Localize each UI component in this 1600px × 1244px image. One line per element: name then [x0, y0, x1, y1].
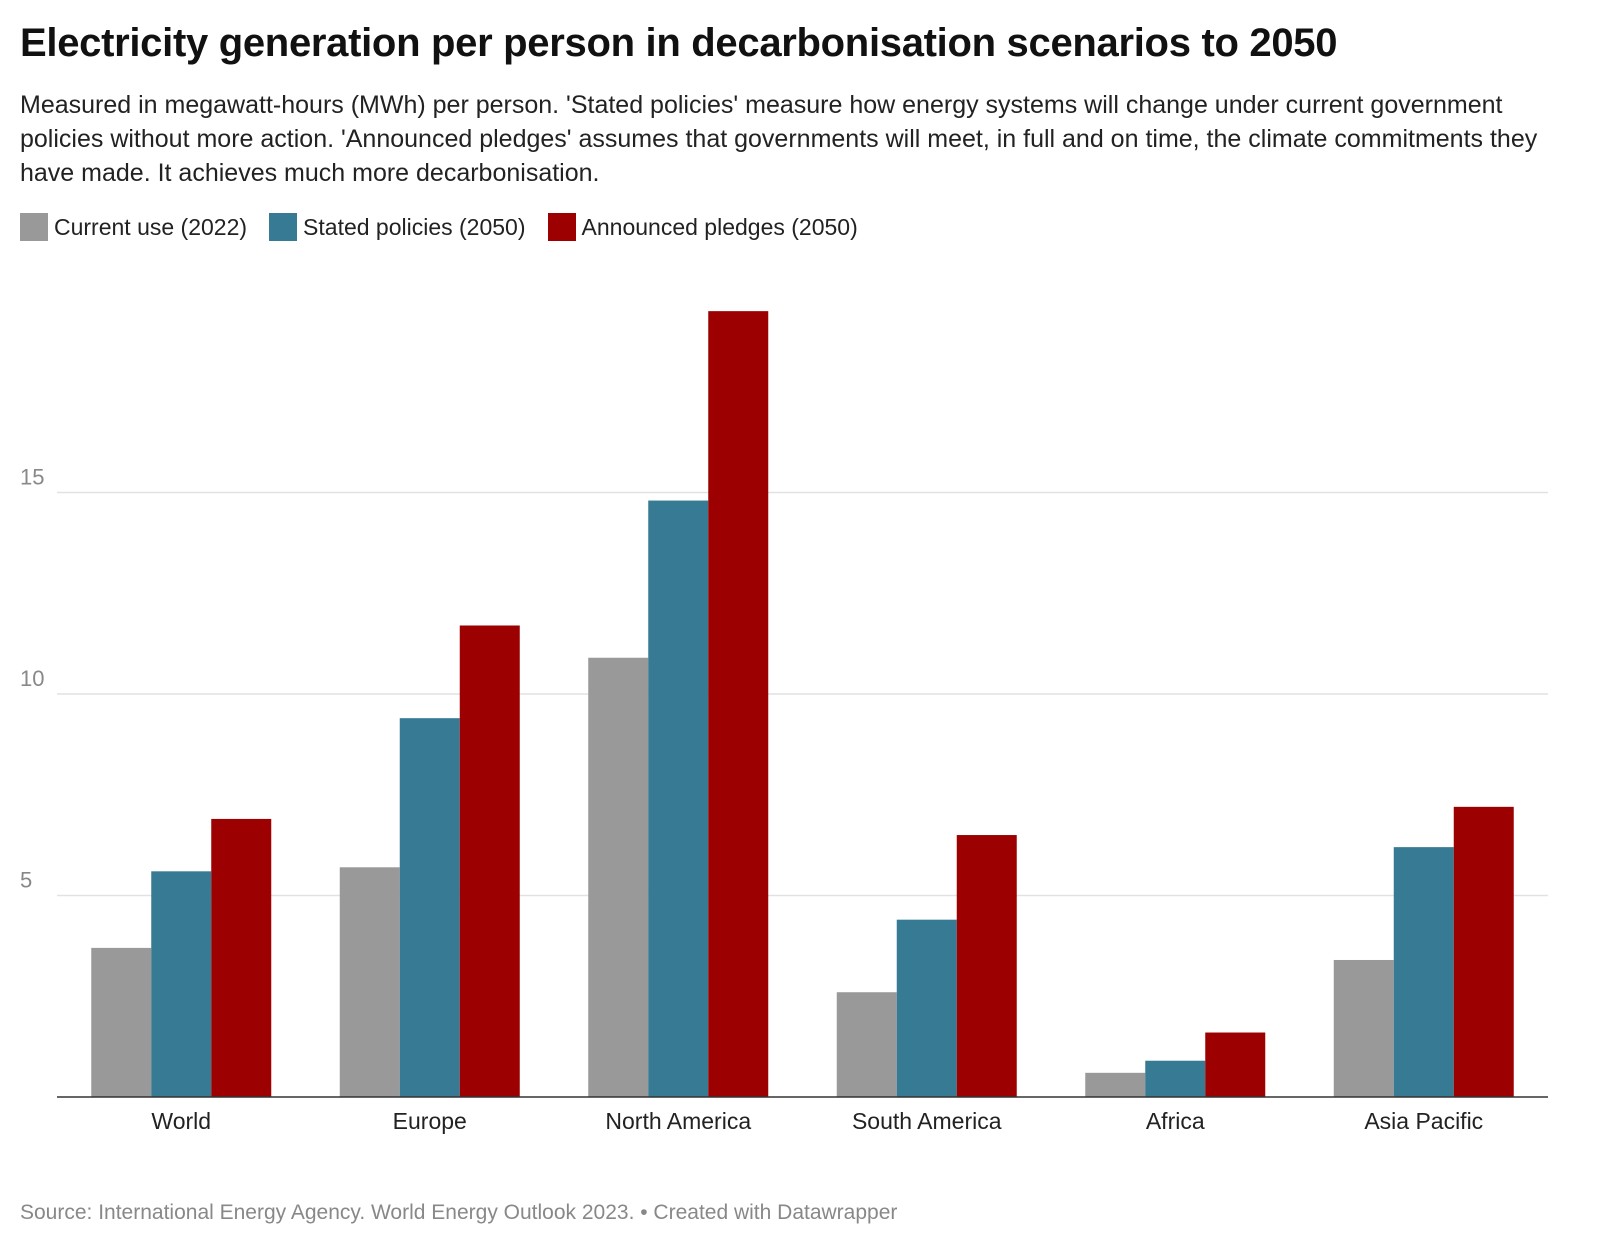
bar-world-current-use-2022	[91, 947, 152, 1097]
bar-asia-pacific-stated-policies-2050	[1393, 847, 1454, 1097]
legend-swatch-announced-pledges	[547, 213, 576, 241]
legend-item-announced-pledges: Announced pledges (2050)	[547, 213, 858, 241]
x-tick-label-south-america: South America	[852, 1108, 1002, 1134]
chart-title: Electricity generation per person in dec…	[20, 21, 1338, 65]
y-tick-label-15: 15	[20, 465, 44, 490]
x-axis: World Europe North America South America Afr…	[57, 1096, 1548, 1134]
bar-europe-current-use-2022	[339, 867, 400, 1097]
legend-swatch-stated-policies	[269, 213, 298, 241]
bar-africa-current-use-2022	[1085, 1072, 1146, 1097]
x-tick-label-asia-pacific: Asia Pacific	[1364, 1108, 1483, 1134]
bar-africa-announced-pledges-2050	[1205, 1032, 1266, 1097]
bar-europe-stated-policies-2050	[399, 718, 460, 1097]
bar-world-stated-policies-2050	[151, 871, 212, 1097]
y-tick-label-5: 5	[20, 868, 32, 893]
bar-world-announced-pledges-2050	[211, 818, 272, 1097]
x-tick-label-africa: Africa	[1146, 1108, 1205, 1134]
bar-north-america-current-use-2022	[588, 657, 649, 1097]
gridlines: 5 10 15	[20, 465, 1548, 897]
legend-label-current-use: Current use (2022)	[54, 213, 248, 240]
source-note: Source: International Energy Agency. Wor…	[20, 1201, 898, 1224]
bar-south-america-current-use-2022	[836, 992, 897, 1097]
legend-label-announced-pledges: Announced pledges (2050)	[581, 213, 858, 240]
legend-swatch-current-use	[20, 213, 48, 241]
bar-south-america-announced-pledges-2050	[956, 835, 1017, 1097]
bar-north-america-stated-policies-2050	[648, 500, 709, 1097]
chart-subtitle: Measured in megawatt-hours (MWh) per per…	[20, 91, 1538, 187]
x-tick-label-europe: Europe	[393, 1108, 467, 1134]
legend-label-stated-policies: Stated policies (2050)	[303, 213, 526, 240]
legend-item-stated-policies: Stated policies (2050)	[269, 213, 526, 241]
bar-asia-pacific-current-use-2022	[1333, 959, 1394, 1097]
x-tick-label-world: World	[151, 1108, 211, 1134]
legend: Current use (2022) Stated policies (2050…	[20, 210, 880, 244]
legend-item-current-use: Current use (2022)	[20, 213, 247, 241]
bar-asia-pacific-announced-pledges-2050	[1453, 806, 1514, 1097]
bars	[91, 311, 1514, 1097]
bar-north-america-announced-pledges-2050	[708, 311, 769, 1097]
bar-south-america-stated-policies-2050	[896, 919, 957, 1097]
y-tick-label-10: 10	[20, 666, 44, 691]
bar-africa-stated-policies-2050	[1145, 1060, 1206, 1097]
bar-europe-announced-pledges-2050	[459, 625, 520, 1097]
x-tick-label-north-america: North America	[605, 1108, 751, 1134]
